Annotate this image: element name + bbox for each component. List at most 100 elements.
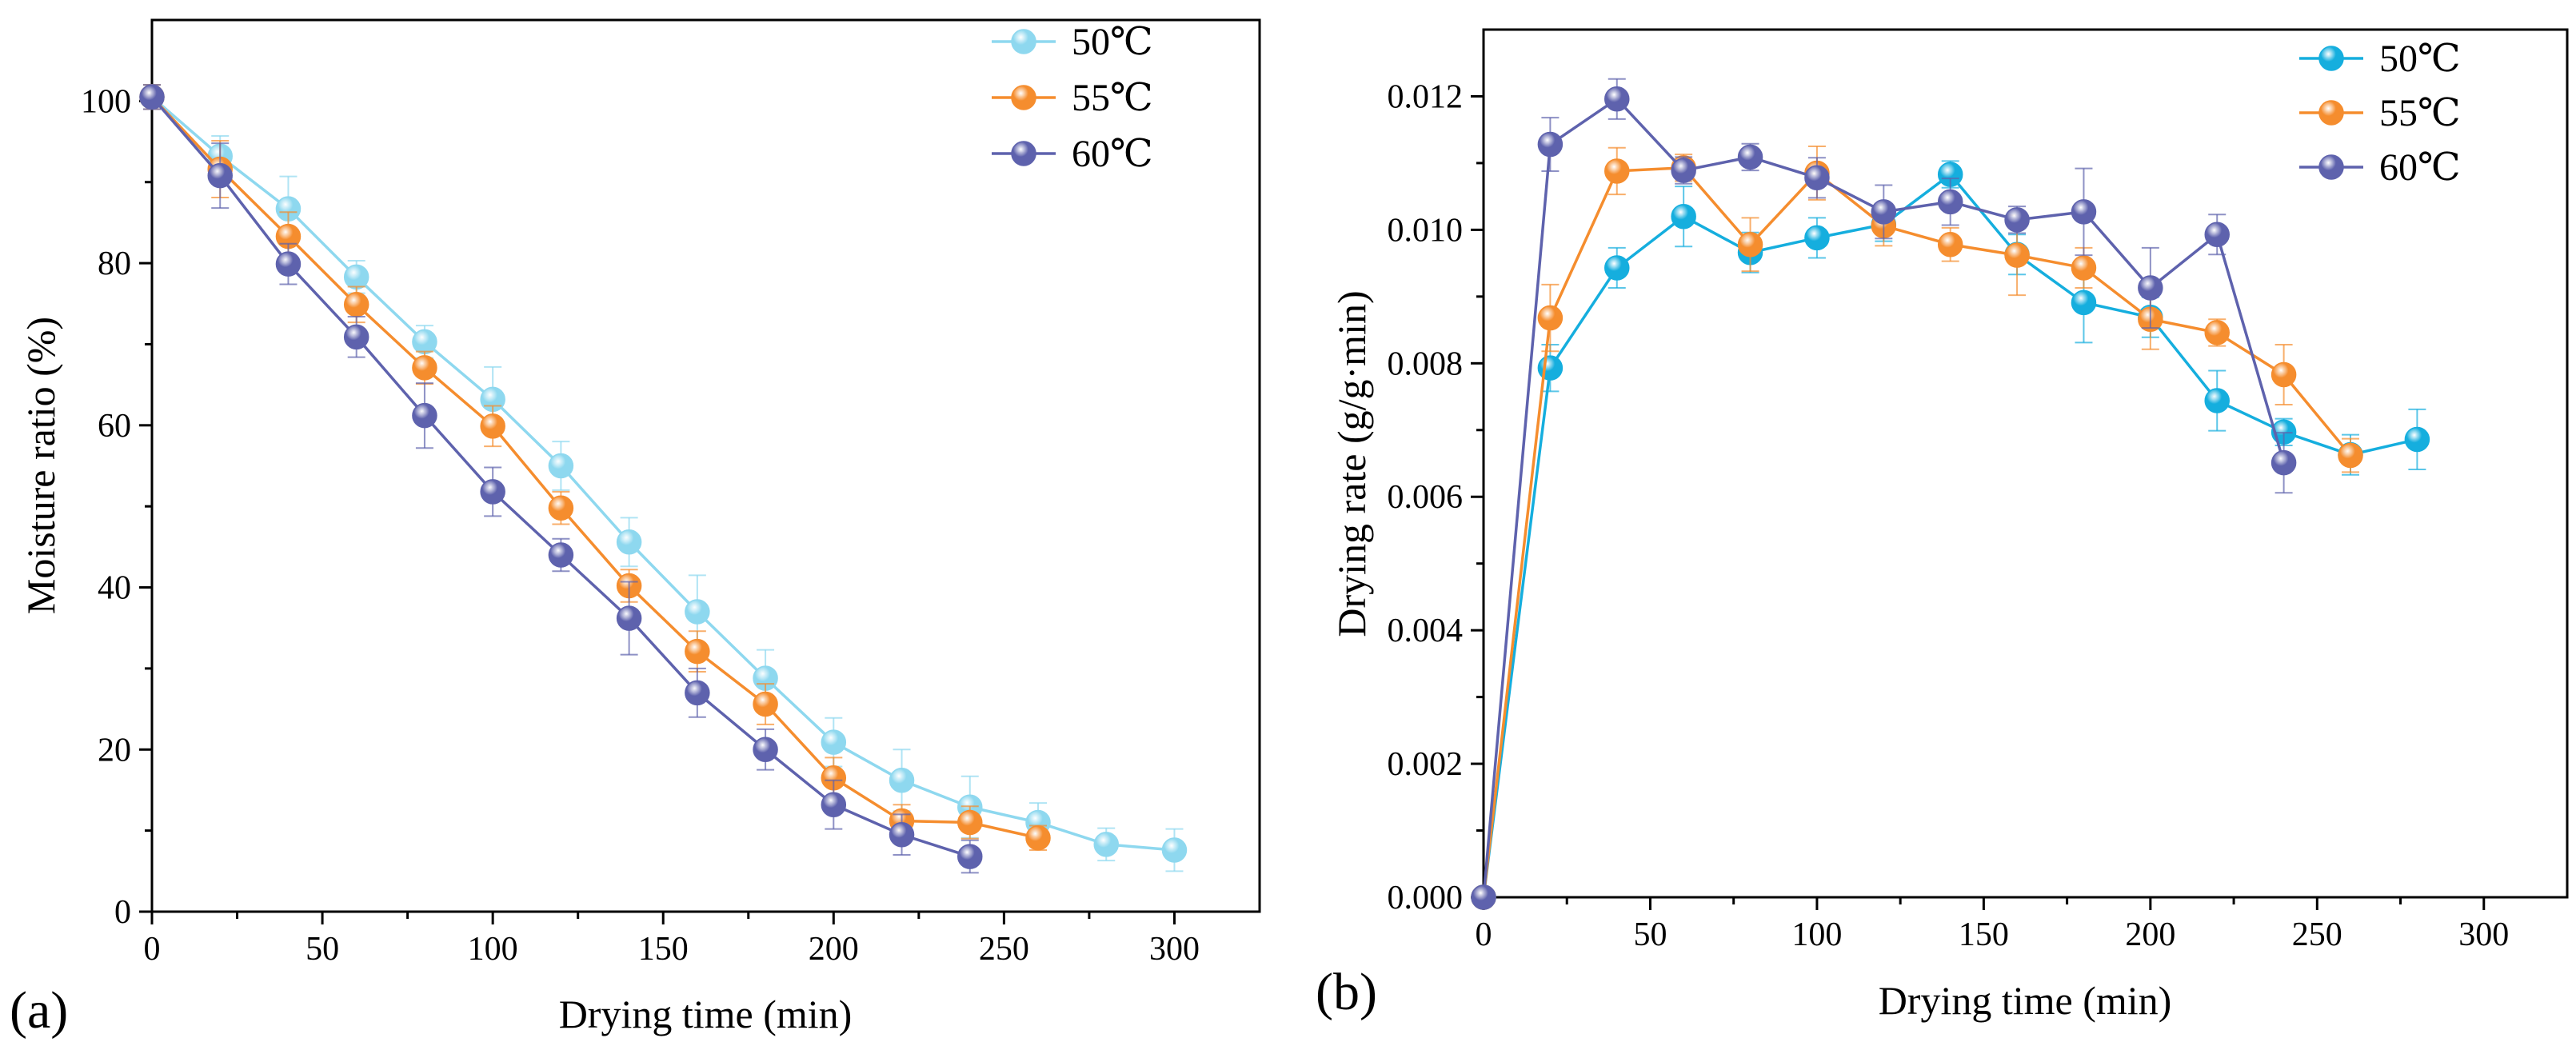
legend-label: 50℃ (2379, 38, 2461, 80)
data-point (275, 251, 302, 277)
data-point (548, 453, 574, 479)
data-point (1737, 231, 1763, 258)
x-axis-title-b: Drying time (min) (1879, 978, 2172, 1023)
series-b-60 (1471, 78, 2297, 910)
y-tick-label-b: 0.004 (1388, 613, 1464, 649)
y-tick-label-b: 0.010 (1388, 212, 1464, 249)
legend-label: 55℃ (2379, 92, 2461, 134)
data-point (1471, 884, 1496, 910)
y-tick-label-a: 60 (98, 408, 131, 445)
y-tick-label-a: 100 (81, 83, 131, 120)
data-point (685, 680, 710, 706)
x-axis-ticks-a: 0 50 100 150 200 250 300 (144, 912, 1200, 968)
data-point (2071, 199, 2097, 225)
y-tick-label-a: 20 (98, 732, 131, 769)
data-point (207, 162, 233, 189)
data-point (1937, 231, 1963, 258)
data-point (412, 355, 437, 381)
data-point (685, 599, 710, 625)
legend-label: 60℃ (1072, 133, 1153, 175)
series-b-55 (1471, 146, 2363, 910)
y-tick-label-b: 0.012 (1388, 78, 1464, 115)
x-tick-label-a: 200 (809, 931, 859, 968)
data-point (753, 691, 778, 717)
data-point (548, 495, 574, 521)
x-tick-label-b: 0 (1476, 916, 1492, 953)
data-point (2204, 320, 2230, 345)
legend-marker (1011, 85, 1036, 110)
y-tick-label-a: 80 (98, 246, 131, 282)
data-point (1537, 355, 1564, 381)
series-layer-a (139, 84, 1188, 874)
legend-label: 60℃ (2379, 146, 2461, 189)
data-point (2071, 289, 2097, 316)
legend-b: 50℃ 55℃ 60℃ (2299, 38, 2461, 189)
legend-label: 55℃ (1072, 77, 1153, 119)
data-point (2270, 361, 2297, 388)
legend-marker (2318, 154, 2344, 180)
data-point (2204, 222, 2230, 247)
legend-marker (1011, 29, 1036, 54)
legend-label: 50℃ (1072, 21, 1153, 63)
panel-a-moisture-ratio-chart: 0 50 100 150 200 250 300 0 20 40 60 80 100 50℃ 55℃ 60… (10, 18, 1261, 1040)
data-point (753, 737, 778, 763)
data-point (1737, 144, 1763, 170)
series-a-50 (139, 84, 1188, 872)
data-point (1937, 189, 1963, 215)
data-point (412, 329, 437, 355)
data-point (2270, 449, 2297, 476)
y-tick-label-a: 40 (98, 570, 131, 607)
x-tick-label-a: 100 (468, 931, 518, 968)
data-point (1804, 225, 1830, 251)
data-point (1161, 837, 1188, 863)
x-tick-label-a: 50 (306, 931, 339, 968)
series-layer-b (1471, 78, 2430, 910)
data-point (1604, 255, 1630, 281)
panel-label-b: (b) (1316, 963, 1377, 1021)
data-point (480, 413, 505, 439)
data-point (1537, 305, 1564, 331)
data-point (957, 809, 983, 836)
data-point (343, 264, 369, 290)
y-tick-label-b: 0.002 (1388, 746, 1464, 783)
data-point (2338, 442, 2363, 469)
x-tick-label-a: 250 (979, 931, 1029, 968)
data-point (1604, 158, 1630, 184)
data-point (139, 84, 165, 110)
x-tick-label-a: 0 (144, 931, 161, 968)
data-point (1025, 825, 1051, 851)
x-tick-label-b: 200 (2125, 916, 2175, 953)
x-tick-label-b: 300 (2458, 916, 2509, 953)
x-tick-label-b: 250 (2292, 916, 2342, 953)
data-point (2004, 242, 2030, 268)
panel-b-drying-rate-chart: 0 50 100 150 200 250 300 0.0000.0020.0040.0060… (1316, 28, 2569, 1023)
plot-frame-b (1482, 28, 2569, 899)
data-point (480, 479, 505, 505)
panel-label-a: (a) (10, 981, 68, 1040)
x-tick-label-a: 150 (638, 931, 689, 968)
data-point (957, 844, 983, 869)
y-axis-title-b: Drying rate (g/g·min) (1329, 290, 1374, 637)
y-axis-ticks-a: 0 20 40 60 80 100 (81, 83, 152, 931)
data-point (1537, 131, 1564, 158)
data-point (343, 292, 369, 317)
legend-item-55: 55℃ (2299, 92, 2461, 134)
y-axis-ticks-b: 0.000 0.002 0.004 0.006 0.008 0.010 0.012 (1388, 78, 1484, 916)
legend-item-50: 50℃ (992, 21, 1153, 63)
series-line (150, 96, 1039, 840)
data-point (616, 605, 642, 631)
data-point (1804, 165, 1830, 191)
series-line (150, 95, 1175, 852)
legend-item-60: 60℃ (992, 133, 1153, 175)
data-point (685, 638, 710, 665)
data-point (616, 529, 642, 555)
data-point (1604, 86, 1630, 112)
x-tick-label-b: 150 (1959, 916, 2009, 953)
data-point (2138, 275, 2163, 301)
x-tick-label-b: 100 (1791, 916, 1842, 953)
legend-marker (1011, 141, 1036, 166)
y-tick-label-b: 0.008 (1388, 345, 1464, 382)
legend-marker (2318, 100, 2344, 126)
series-a-60 (139, 84, 983, 874)
x-tick-label-b: 50 (1633, 916, 1667, 953)
